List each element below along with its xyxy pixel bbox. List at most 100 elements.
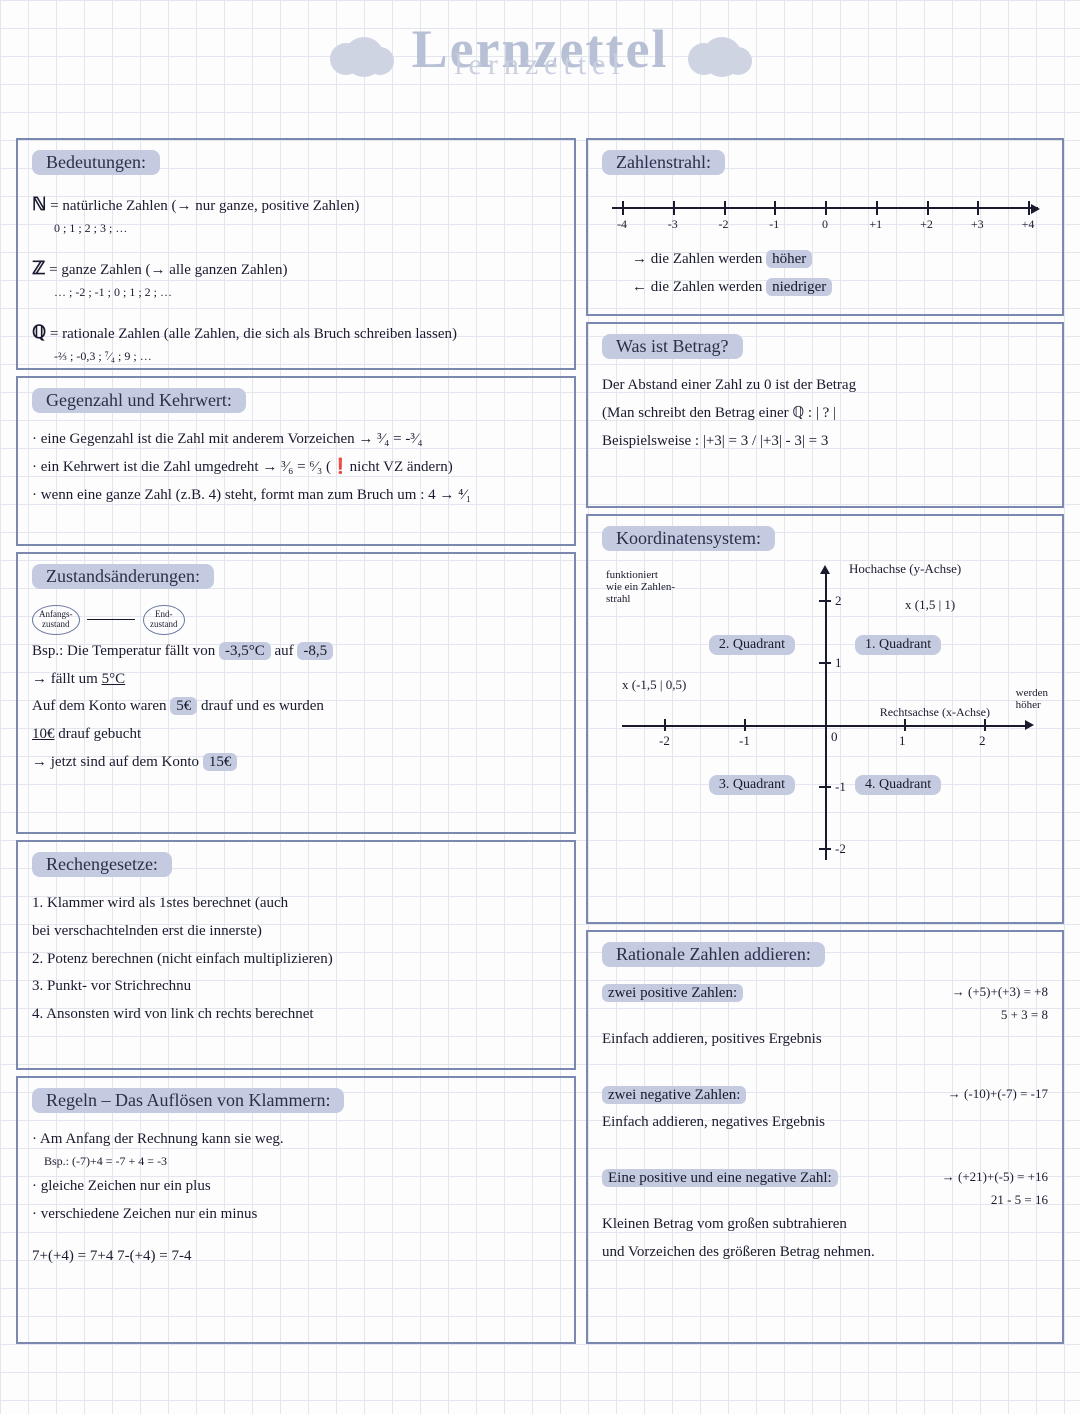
rechen-l4: 4. Ansonsten wird von link ch rechts ber… [32, 1004, 560, 1026]
rechen-l3: 3. Punkt- vor Strichrechnu [32, 976, 560, 998]
z-l5a: → jetzt sind auf dem Konto [32, 754, 203, 770]
numline-label: -2 [719, 217, 729, 232]
heading-rational: Rationale Zahlen addieren: [602, 942, 825, 967]
x-axis-label: Rechtsachse (x-Achse) [880, 705, 990, 720]
box-koord: Koordinatensystem: funktioniert wie ein … [586, 514, 1064, 924]
z-l3b: drauf und es wurden [197, 698, 324, 714]
numline-label: +4 [1022, 217, 1035, 232]
numline-label: -3 [668, 217, 678, 232]
rechen-l2: 2. Potenz berechnen (nicht einfach multi… [32, 949, 560, 971]
numline-label: +2 [920, 217, 933, 232]
numline-tick [876, 201, 878, 215]
rat-h2-hl: zwei negative Zahlen: [602, 1086, 746, 1104]
def-n-text: = natürliche Zahlen (→ nur ganze, positi… [46, 198, 359, 214]
def-z-text: = ganze Zahlen (→ alle ganzen Zahlen) [45, 262, 287, 278]
q2-label: 2. Quadrant [709, 635, 795, 655]
z-l1a: Bsp.: Die Temperatur fällt von [32, 643, 219, 659]
x-tick [904, 719, 906, 731]
z-l2a: → fällt um [32, 671, 102, 687]
y-tick [819, 848, 831, 850]
zustand-l4: 10€ drauf gebucht [32, 724, 560, 746]
numline-tick [622, 201, 624, 215]
x-tick-label: -1 [739, 733, 750, 749]
rat-l4: und Vorzeichen des größeren Betrag nehme… [602, 1242, 1048, 1264]
bubble-start: Anfangs- zustand [32, 605, 80, 635]
regeln-l4: 7+(+4) = 7+4 7-(+4) = 7-4 [32, 1246, 560, 1268]
q4-label: 4. Quadrant [855, 775, 941, 795]
def-q: ℚ = rationale Zahlen (alle Zahlen, die s… [32, 319, 560, 346]
z-l2u: 5°C [102, 671, 126, 687]
z-l4b: drauf gebucht [55, 726, 142, 742]
page-title: Lernzettel lernzettel [0, 18, 1080, 80]
z-l1b: auf [271, 643, 298, 659]
z-l5h: 15€ [203, 753, 238, 771]
box-gegenzahl: Gegenzahl und Kehrwert: · eine Gegenzahl… [16, 376, 576, 546]
numline-label: +1 [869, 217, 882, 232]
q3-label: 3. Quadrant [709, 775, 795, 795]
sym-z: ℤ [32, 258, 45, 278]
x-tick-label: 1 [899, 733, 906, 749]
numline-right-hl: höher [766, 250, 812, 268]
content-grid: Bedeutungen: ℕ = natürliche Zahlen (→ nu… [16, 138, 1064, 1406]
regeln-l3: · verschiedene Zeichen nur ein minus [32, 1204, 560, 1226]
x-tick-label: 2 [979, 733, 986, 749]
y-tick-label: 1 [835, 655, 842, 671]
rechen-l1: 1. Klammer wird als 1stes berechnet (auc… [32, 893, 560, 915]
y-tick [819, 662, 831, 664]
box-bedeutungen: Bedeutungen: ℕ = natürliche Zahlen (→ nu… [16, 138, 576, 370]
numline-tick [977, 201, 979, 215]
box-rechen: Rechengesetze: 1. Klammer wird als 1stes… [16, 840, 576, 1070]
gegen-l1: · eine Gegenzahl ist die Zahl mit andere… [32, 429, 560, 451]
ex-n: 0 ; 1 ; 2 ; 3 ; … [54, 220, 560, 237]
ex-q: -⅔ ; -0,3 ; ⁷⁄₄ ; 9 ; … [54, 348, 560, 365]
zustand-l5: → jetzt sind auf dem Konto 15€ [32, 752, 560, 774]
regeln-l1: · Am Anfang der Rechnung kann sie weg. [32, 1129, 560, 1151]
rat-h2r: → (-10)+(-7) = -17 [948, 1085, 1048, 1104]
numline-tick [673, 201, 675, 215]
numline-right-pre: → die Zahlen werden [632, 251, 766, 267]
box-zustand: Zustandsänderungen: Anfangs- zustand End… [16, 552, 576, 834]
ex-z: … ; -2 ; -1 ; 0 ; 1 ; 2 ; … [54, 284, 560, 301]
arrow-right-icon [1025, 720, 1034, 730]
def-z: ℤ = ganze Zahlen (→ alle ganzen Zahlen) [32, 255, 560, 282]
rat-l1: Einfach addieren, positives Ergebnis [602, 1029, 1048, 1051]
def-q-text: = rationale Zahlen (alle Zahlen, die sic… [46, 326, 457, 342]
numline-tick [724, 201, 726, 215]
rat-h2: zwei negative Zahlen: → (-10)+(-7) = -17 [602, 1085, 1048, 1107]
x-tick [984, 719, 986, 731]
rat-h1r1: → (+5)+(+3) = +8 [952, 983, 1048, 1002]
rechen-l1b: bei verschachtelnden erst die innerste) [32, 921, 560, 943]
heading-betrag: Was ist Betrag? [602, 334, 743, 359]
zustand-l1: Bsp.: Die Temperatur fällt von -3,5°C au… [32, 641, 560, 663]
arrow-icon [87, 619, 135, 620]
z-l1h2: -8,5 [297, 642, 333, 660]
numline-label: -1 [769, 217, 779, 232]
note-tl: funktioniert wie ein Zahlen- strahl [606, 569, 696, 605]
z-l3a: Auf dem Konto waren [32, 698, 170, 714]
heading-zahlenstrahl: Zahlenstrahl: [602, 150, 725, 175]
z-l4u: 10€ [32, 726, 55, 742]
numline-tick [927, 201, 929, 215]
heading-bedeutungen: Bedeutungen: [32, 150, 160, 175]
zustand-l3: Auf dem Konto waren 5€ drauf und es wurd… [32, 696, 560, 718]
bubble-end: End- zustand [143, 605, 185, 635]
y-axis [825, 570, 827, 860]
x-tick-label: -2 [659, 733, 670, 749]
numline-label: +3 [971, 217, 984, 232]
numline-tick [774, 201, 776, 215]
x-axis-note: werden höher [1016, 687, 1048, 711]
heading-koord: Koordinatensystem: [602, 526, 775, 551]
betrag-l1: Der Abstand einer Zahl zu 0 ist der Betr… [602, 375, 1048, 397]
point-1: x (1,5 | 1) [905, 597, 955, 613]
numline-label: -4 [617, 217, 627, 232]
arrow-up-icon [820, 565, 830, 574]
y-axis-label: Hochachse (y-Achse) [849, 561, 961, 577]
box-zahlenstrahl: Zahlenstrahl: -4 -3 -2 -1 0 +1 +2 +3 +4 → die Za… [586, 138, 1064, 316]
rat-h3: Eine positive und eine negative Zahl: → … [602, 1168, 1048, 1190]
numline-label: 0 [822, 217, 828, 232]
box-betrag: Was ist Betrag? Der Abstand einer Zahl z… [586, 322, 1064, 508]
rat-h1r2: 5 + 3 = 8 [602, 1007, 1048, 1023]
gegen-l2: · ein Kehrwert ist die Zahl umgedreht → … [32, 457, 560, 479]
x-tick [664, 719, 666, 731]
y-tick-label: -2 [835, 841, 846, 857]
